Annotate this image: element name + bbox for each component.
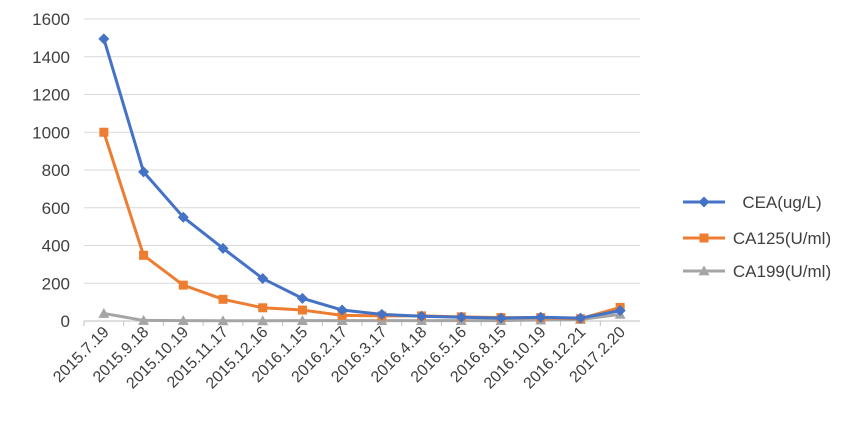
- data-point: [98, 307, 110, 318]
- y-tick-label: 600: [42, 199, 70, 218]
- data-point: [495, 312, 507, 324]
- data-point: [138, 314, 150, 325]
- y-tick-label: 0: [61, 312, 70, 331]
- y-tick-label: 1000: [32, 123, 70, 142]
- data-point: [177, 211, 189, 223]
- data-point: [257, 315, 269, 326]
- series-line: [102, 37, 622, 320]
- data-point: [296, 315, 308, 326]
- data-point: [258, 303, 268, 313]
- legend: CEA(ug/L) CA125(U/ml) CA199(U/ml): [683, 193, 831, 281]
- data-point: [178, 280, 188, 290]
- data-point: [177, 315, 189, 326]
- series-0: [98, 33, 626, 324]
- y-tick-label: 200: [42, 274, 70, 293]
- series-1: [99, 127, 625, 324]
- data-point: [336, 315, 348, 326]
- series-group: [98, 33, 626, 326]
- data-point: [99, 127, 109, 137]
- legend-marker: [699, 233, 709, 243]
- y-axis-ticks: 0 200 400 600 800 1000 1200 1400 1600: [32, 10, 70, 331]
- data-point: [574, 312, 586, 324]
- data-point: [535, 311, 547, 323]
- y-tick-label: 800: [42, 161, 70, 180]
- data-point: [336, 304, 348, 316]
- data-point: [455, 311, 467, 323]
- legend-label: CA199(U/ml): [733, 262, 831, 281]
- x-axis-ticks: 2015.7.192015.9.182015.10.192015.11.1720…: [50, 321, 629, 392]
- legend-item: CA199(U/ml): [683, 262, 831, 281]
- data-point: [218, 294, 228, 304]
- data-point: [139, 250, 149, 260]
- data-point: [297, 305, 307, 315]
- data-point: [614, 305, 626, 317]
- y-tick-label: 1200: [32, 86, 70, 105]
- data-point: [217, 315, 229, 326]
- legend-item: CA125(U/ml): [683, 229, 831, 248]
- data-point: [98, 33, 110, 45]
- legend-marker: [698, 196, 710, 208]
- legend-label: CA125(U/ml): [733, 229, 831, 248]
- data-point: [376, 308, 388, 320]
- data-point: [296, 292, 308, 304]
- series-line: [102, 311, 622, 323]
- gridlines: [84, 18, 640, 322]
- y-tick-label: 1400: [32, 48, 70, 67]
- series-line: [102, 130, 622, 321]
- y-tick-label: 1600: [32, 10, 70, 29]
- data-point: [138, 166, 150, 178]
- legend-item: CEA(ug/L): [683, 193, 822, 212]
- legend-label: CEA(ug/L): [742, 193, 821, 212]
- data-point: [257, 273, 269, 285]
- data-point: [217, 242, 229, 254]
- y-tick-label: 400: [42, 237, 70, 256]
- data-point: [416, 310, 428, 322]
- legend-marker: [698, 265, 710, 276]
